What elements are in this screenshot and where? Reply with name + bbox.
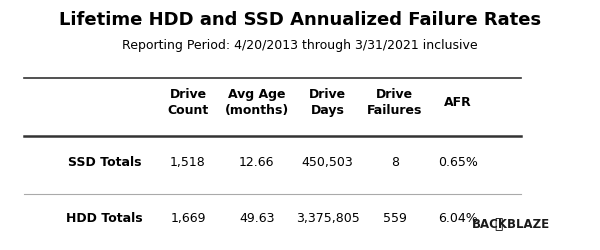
Text: Drive
Count: Drive Count — [167, 88, 209, 117]
Text: 0.65%: 0.65% — [438, 156, 478, 169]
Text: Drive
Days: Drive Days — [309, 88, 346, 117]
Text: 1,669: 1,669 — [170, 212, 206, 224]
Text: 3,375,805: 3,375,805 — [296, 212, 359, 224]
Text: Reporting Period: 4/20/2013 through 3/31/2021 inclusive: Reporting Period: 4/20/2013 through 3/31… — [122, 39, 478, 52]
Text: HDD Totals: HDD Totals — [67, 212, 143, 224]
Text: 6.04%: 6.04% — [438, 212, 478, 224]
Text: 559: 559 — [383, 212, 407, 224]
Text: SSD Totals: SSD Totals — [68, 156, 142, 169]
Text: Avg Age
(months): Avg Age (months) — [225, 88, 289, 117]
Text: 8: 8 — [391, 156, 399, 169]
Text: 1,518: 1,518 — [170, 156, 206, 169]
Text: 12.66: 12.66 — [239, 156, 275, 169]
Text: AFR: AFR — [444, 96, 472, 108]
Text: 49.63: 49.63 — [239, 212, 275, 224]
Text: 🔥: 🔥 — [494, 217, 502, 231]
Text: Drive
Failures: Drive Failures — [367, 88, 422, 117]
Text: BACKBLAZE: BACKBLAZE — [472, 218, 550, 230]
Text: 450,503: 450,503 — [302, 156, 353, 169]
Text: Lifetime HDD and SSD Annualized Failure Rates: Lifetime HDD and SSD Annualized Failure … — [59, 12, 541, 30]
